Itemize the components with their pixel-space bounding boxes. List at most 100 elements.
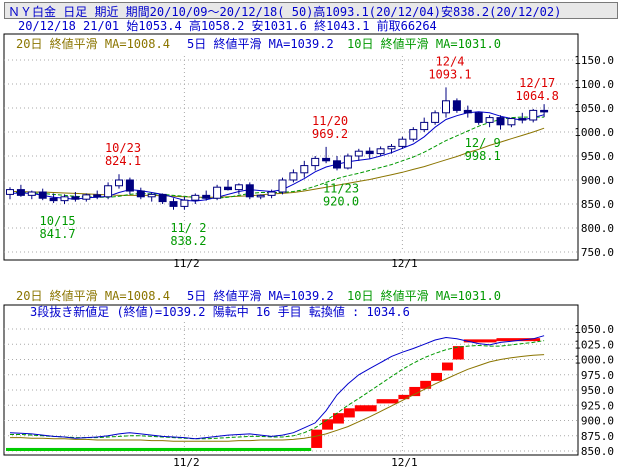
renko-info-text: 3段抜き新値足 (終値)=1039.2 陽転中 16 手目 転換値 : 1034…: [30, 304, 410, 319]
candle-body: [322, 157, 331, 162]
renko-y-tick-label: 975.0: [581, 369, 614, 382]
candle-body: [289, 172, 298, 181]
renko-brick: [322, 419, 333, 430]
renko-brick: [452, 346, 464, 360]
renko-x-tick-label: 11/2: [173, 456, 200, 469]
candle-body: [463, 109, 472, 114]
renko-info: 3段抜き新値足 (終値)=1039.2 陽転中 16 手目 転換値 : 1034…: [30, 304, 410, 319]
bottom-legend-ma5: 5日 終値平滑 MA=1039.2: [187, 288, 334, 303]
candle-body: [169, 201, 178, 207]
trough-annotation-date: 12/ 9: [465, 136, 501, 150]
renko-y-tick-label: 900.0: [581, 415, 614, 428]
price-y-tick-label: 900.0: [581, 174, 614, 187]
peak-annotation-date: 12/17: [519, 76, 555, 90]
candle-body: [147, 193, 156, 198]
price-x-tick-label: 11/2: [173, 257, 200, 270]
candle-body: [6, 189, 14, 195]
price-panel-frame: [3, 33, 579, 261]
peak-annotation-value: 824.1: [105, 154, 141, 168]
price-y-tick-label: 750.0: [581, 246, 614, 259]
price-y-tick-label: 950.0: [581, 150, 614, 163]
trough-annotation-date: 11/ 2: [170, 221, 206, 235]
trough-annotation-date: 10/15: [40, 214, 76, 228]
candle-body: [180, 199, 189, 207]
renko-brick: [463, 339, 497, 343]
candle-body: [71, 196, 80, 200]
candle-body: [115, 179, 123, 187]
candle-body: [398, 138, 407, 147]
candle-body: [431, 112, 440, 123]
candle-body: [474, 112, 483, 123]
candle-body: [311, 157, 320, 167]
renko-brick: [442, 362, 453, 371]
price-y-tick-label: 800.0: [581, 222, 614, 235]
renko-y-tick-label: 950.0: [581, 384, 614, 397]
renko-y-tick-label: 1000.0: [574, 354, 614, 367]
renko-brick: [398, 394, 410, 400]
trough-annotation-value: 838.2: [170, 234, 206, 248]
peak-annotation-date: 10/23: [105, 141, 141, 155]
candle-body: [82, 194, 91, 200]
renko-ma10-line: [10, 340, 545, 440]
candle-body: [529, 109, 538, 121]
renko-x-tick-label: 12/1: [391, 456, 418, 469]
candle-body: [27, 191, 36, 196]
price-y-tick-label: 1050.0: [574, 102, 614, 115]
candle-body: [420, 121, 429, 131]
price-y-tick-label: 1000.0: [574, 126, 614, 139]
renko-y-tick-label: 925.0: [581, 399, 614, 412]
renko-brick: [409, 386, 421, 397]
price-y-tick-label: 1150.0: [574, 54, 614, 67]
candle-body: [507, 118, 516, 126]
candle-body: [267, 191, 276, 196]
peak-annotation-value: 1064.8: [516, 89, 559, 103]
candle-body: [191, 194, 200, 201]
candle-body: [202, 194, 211, 199]
bottom-legend-ma20: 20日 終値平滑 MA=1008.4: [16, 288, 170, 303]
top-legend-ma10: 10日 終値平滑 MA=1031.0: [347, 36, 501, 51]
trough-annotation-date: 11/23: [323, 181, 359, 195]
candle-body: [387, 145, 396, 150]
peak-annotation-value: 1093.1: [428, 67, 471, 81]
candle-body: [136, 190, 145, 198]
candle-body: [540, 109, 549, 113]
candle-body: [518, 118, 527, 121]
renko-brick: [431, 372, 442, 381]
candle-body: [49, 197, 58, 202]
peak-annotation-date: 12/4: [436, 54, 465, 68]
renko-brick: [420, 380, 432, 389]
candle-body: [409, 129, 418, 140]
renko-brick: [354, 405, 377, 412]
top-legend-ma20: 20日 終値平滑 MA=1008.4: [16, 36, 170, 51]
renko-y-tick-label: 1050.0: [574, 323, 614, 336]
renko-brick: [343, 408, 355, 418]
candle-body: [442, 100, 450, 114]
candle-body: [38, 191, 47, 199]
renko-brick: [6, 447, 312, 451]
price-x-tick-label: 12/1: [391, 257, 418, 270]
candle-body: [60, 196, 69, 202]
trough-annotation-value: 920.0: [323, 194, 359, 208]
price-y-tick-label: 1100.0: [574, 78, 614, 91]
bottom-legend-ma10: 10日 終値平滑 MA=1031.0: [347, 288, 501, 303]
renko-brick: [376, 399, 399, 404]
candle-body: [213, 186, 222, 199]
candle-body: [333, 160, 341, 169]
renko-ma20-line: [10, 354, 545, 442]
candle-body: [343, 155, 352, 169]
renko-brick: [311, 429, 323, 448]
candle-body: [104, 185, 113, 198]
renko-panel-frame: [3, 304, 579, 456]
chart-title: ＮＹ白金 日足 期近 期間20/10/09～20/12/18( 50)高1093…: [8, 5, 562, 19]
candle-body: [256, 194, 265, 198]
candle-body: [158, 193, 167, 203]
renko-ma5-line: [9, 335, 545, 440]
trough-annotation-value: 841.7: [40, 227, 76, 241]
candle-body: [278, 179, 287, 193]
candle-body: [376, 148, 385, 155]
candle-body: [245, 184, 254, 198]
candle-body: [354, 150, 363, 157]
candle-body: [485, 117, 494, 123]
candle-body: [224, 186, 232, 191]
